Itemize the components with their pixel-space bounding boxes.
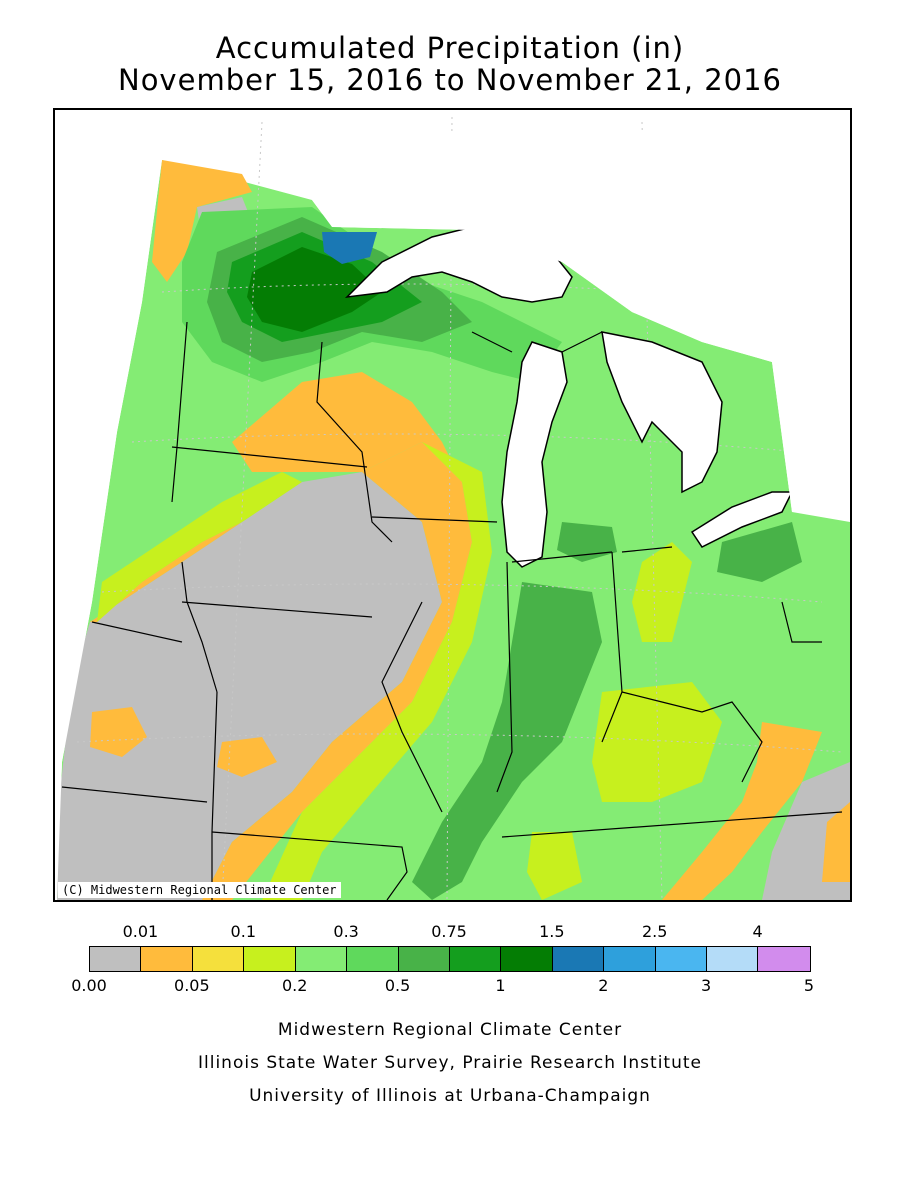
- credit-line-2: Illinois State Water Survey, Prairie Res…: [198, 1053, 702, 1073]
- precip-zone-orange-spot: [90, 707, 147, 757]
- precip-zone-orange-se: [662, 722, 822, 900]
- precip-zone-orange-west: [90, 482, 302, 622]
- out-of-domain-canada: [312, 132, 850, 512]
- precip-zone-yellow-west: [97, 472, 302, 622]
- precip-zone-none-west: [57, 472, 442, 900]
- lake-michigan: [501, 341, 568, 568]
- legend-top-label: 1.5: [539, 922, 565, 941]
- legend-bottom-label: 2: [598, 976, 609, 995]
- legend-swatch: [449, 947, 502, 971]
- precip-zone-orange-nw: [152, 160, 252, 282]
- legend-swatch: [90, 947, 142, 971]
- legend-bottom-label: 0.2: [281, 976, 308, 995]
- precip-zone-midgreen-central: [412, 582, 602, 900]
- precip-zone-orange-band: [202, 442, 472, 900]
- legend-swatch: [552, 947, 605, 971]
- map-canvas: [55, 110, 850, 900]
- lake-huron: [601, 331, 723, 494]
- legend-swatch: [758, 947, 810, 971]
- credit-line-3: University of Illinois at Urbana-Champai…: [249, 1086, 651, 1106]
- legend-swatch: [707, 947, 759, 971]
- legend-top-label: 0.75: [431, 922, 467, 941]
- legend-top-label: 0.01: [122, 922, 159, 941]
- legend-swatch: [398, 947, 450, 971]
- precip-zone-deepgreen-north: [247, 247, 382, 332]
- lake-superior: [344, 226, 573, 303]
- precipitation-map: (C) Midwestern Regional Climate Center: [53, 108, 852, 902]
- map-title-line-2: November 15, 2016 to November 21, 2016: [118, 63, 782, 97]
- legend-bottom-label: 3: [701, 976, 712, 995]
- precip-zone-yellow-mi: [632, 542, 692, 642]
- color-legend: 0.00 0.05 0.2 0.5 1 2 3 5 0.01 0.1 0.3 0.75 1.5 2.5 4: [0, 920, 900, 1000]
- legend-swatch: [604, 947, 656, 971]
- legend-swatch: [501, 947, 553, 971]
- precip-zone-midgreen-oh: [717, 522, 802, 582]
- out-of-domain-west: [55, 110, 162, 900]
- precip-zone-midgreen-mi: [557, 522, 617, 562]
- legend-swatch: [244, 947, 296, 971]
- legend-bottom-label: 0.00: [71, 976, 107, 995]
- legend-swatch: [295, 947, 348, 971]
- legend-top-label: 0.1: [230, 922, 257, 941]
- state-boundaries: [61, 321, 843, 900]
- map-copyright: (C) Midwestern Regional Climate Center: [58, 882, 341, 898]
- precip-zone-orange-spot-2: [217, 737, 277, 777]
- lake-erie: [690, 491, 794, 548]
- legend-bottom-label: 5: [803, 976, 815, 995]
- map-title-line-1: Accumulated Precipitation (in): [215, 31, 685, 65]
- legend-swatch: [347, 947, 399, 971]
- legend-swatch: [655, 947, 708, 971]
- precip-zone-yellow-sw: [527, 832, 582, 900]
- legend-top-label: 4: [752, 922, 763, 941]
- legend-swatch: [192, 947, 245, 971]
- precip-zone-yellow-ky: [592, 682, 722, 802]
- precip-zone-orange-far-se: [822, 802, 850, 882]
- legend-top-label: 0.3: [333, 922, 359, 941]
- precip-zone-orange-wisc: [232, 372, 462, 482]
- legend-bottom-label: 1: [495, 976, 506, 995]
- legend-bottom-label: 0.05: [174, 976, 210, 995]
- legend-color-bar: [89, 946, 811, 972]
- precip-zone-blue-spot: [322, 232, 377, 264]
- precip-zone-yellow-band: [262, 442, 492, 900]
- legend-swatch: [141, 947, 193, 971]
- legend-bottom-label: 0.5: [384, 976, 411, 995]
- credit-line-1: Midwestern Regional Climate Center: [277, 1020, 623, 1040]
- legend-top-label: 2.5: [641, 922, 668, 941]
